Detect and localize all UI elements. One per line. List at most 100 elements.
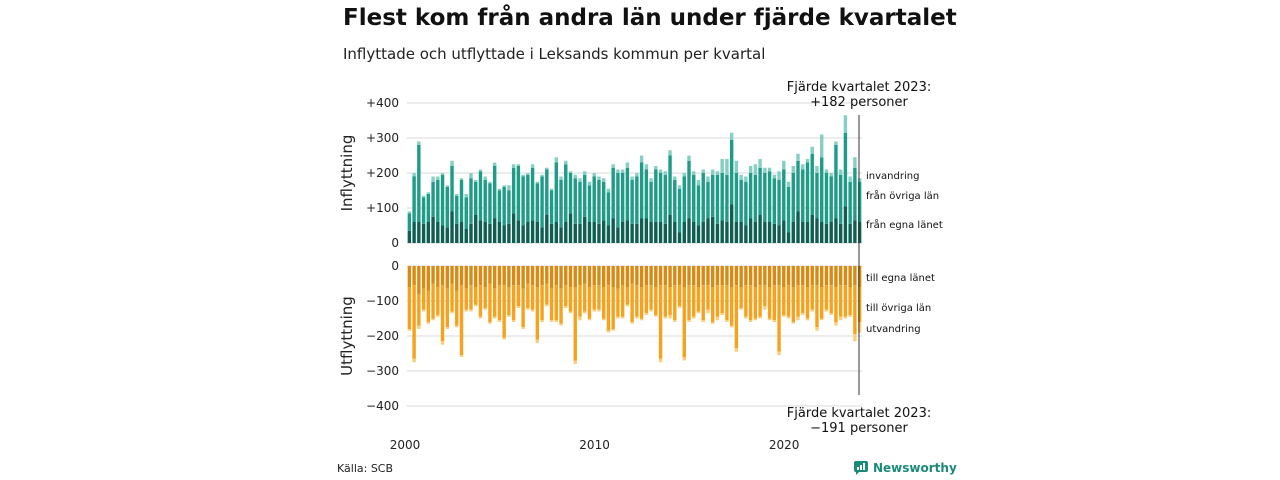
bar-segment [431, 176, 435, 182]
bar-segment [573, 360, 577, 364]
bar-segment [639, 318, 644, 321]
bar-segment [564, 266, 568, 286]
bar-segment [549, 223, 554, 243]
bar-segment [824, 285, 829, 310]
bar-segment [478, 285, 483, 317]
bar-segment [701, 173, 705, 222]
bar-segment [649, 222, 653, 243]
bar-segment [417, 145, 421, 222]
bar-segment [578, 266, 582, 286]
bar-segment [663, 316, 668, 319]
bar-segment [677, 188, 682, 233]
bar-segment [692, 174, 696, 222]
bar-segment [843, 132, 848, 207]
bar-segment [530, 309, 535, 312]
bar-segment [573, 174, 577, 179]
bar-segment [734, 266, 739, 286]
annotation-bottom-line1: Fjärde kvartalet 2023: [787, 406, 931, 421]
bar-segment [715, 316, 720, 321]
bar-segment [455, 195, 459, 224]
bar-segment [801, 169, 805, 222]
bar-segment [440, 174, 445, 226]
bar-segment [417, 294, 421, 326]
bar-segment [848, 176, 852, 182]
legend-label: till övriga län [866, 303, 931, 314]
bar-segment [824, 169, 829, 173]
bar-segment [853, 167, 857, 221]
bar-segment [516, 266, 521, 286]
bar-segment [630, 266, 634, 284]
bar-segment [753, 266, 758, 287]
bar-segment [431, 283, 435, 319]
bar-segment [521, 176, 525, 226]
bar-segment [497, 222, 502, 243]
bar-segment [502, 285, 506, 338]
bar-segment [436, 266, 440, 287]
bar-segment [649, 266, 653, 286]
bar-segment [611, 329, 615, 331]
bar-segment [469, 223, 473, 243]
bar-segment [777, 225, 781, 243]
bar-segment [815, 218, 819, 243]
bar-segment [554, 285, 558, 321]
bar-segment [440, 225, 445, 243]
bar-segment [824, 309, 829, 312]
bar-segment [417, 222, 421, 243]
bar-segment [635, 223, 639, 243]
bar-segment [668, 215, 672, 243]
bar-segment [445, 187, 449, 228]
bar-segment [459, 266, 464, 286]
x-tick-label: 2010 [579, 438, 610, 452]
bar-segment [772, 223, 777, 243]
y-axis-title: Inflyttning [338, 135, 356, 212]
bar-segment [744, 266, 748, 286]
bar-segment [426, 322, 431, 324]
bar-segment [507, 266, 511, 287]
bar-segment [478, 171, 483, 221]
bar-segment [583, 171, 587, 175]
bar-segment [421, 266, 426, 289]
bar-segment [748, 285, 753, 321]
chart-subtitle: Inflyttade och utflyttade i Leksands kom… [343, 45, 766, 63]
bar-segment [502, 185, 506, 187]
bar-segment [635, 173, 639, 177]
bar-segment [815, 266, 819, 286]
bar-segment [744, 176, 748, 182]
bar-segment [782, 315, 786, 317]
bar-segment [502, 266, 506, 286]
bar-segment [450, 311, 454, 314]
bar-segment [578, 223, 582, 243]
y-tick-label: 0 [391, 236, 399, 250]
bar-segment [677, 185, 682, 189]
bar-segment [701, 169, 705, 173]
bar-segment [478, 266, 483, 286]
bar-segment [820, 266, 824, 287]
bar-segment [564, 285, 568, 307]
bar-segment [530, 167, 535, 221]
bar-segment [511, 285, 516, 321]
bar-segment [535, 222, 540, 243]
bar-segment [720, 313, 724, 315]
bar-segment [820, 287, 824, 319]
bar-segment [824, 223, 829, 243]
chart-title: Flest kom från andra län under fjärde kv… [343, 5, 957, 31]
bar-segment [658, 169, 663, 173]
bar-segment [838, 223, 843, 243]
bar-segment [511, 167, 516, 214]
bar-segment [625, 266, 630, 287]
bar-segment [592, 176, 596, 222]
bar-segment [445, 266, 449, 289]
bar-segment [696, 287, 701, 312]
bar-segment [630, 176, 634, 180]
bar-segment [568, 311, 573, 314]
bar-segment [810, 146, 814, 154]
bar-segment [706, 266, 710, 286]
bar-segment [445, 227, 449, 243]
bar-segment [488, 183, 492, 224]
bar-segment [753, 287, 758, 319]
bar-segment [810, 285, 814, 310]
bar-segment [426, 194, 431, 222]
bar-segment [805, 222, 810, 243]
x-tick-label: 2000 [390, 438, 421, 452]
